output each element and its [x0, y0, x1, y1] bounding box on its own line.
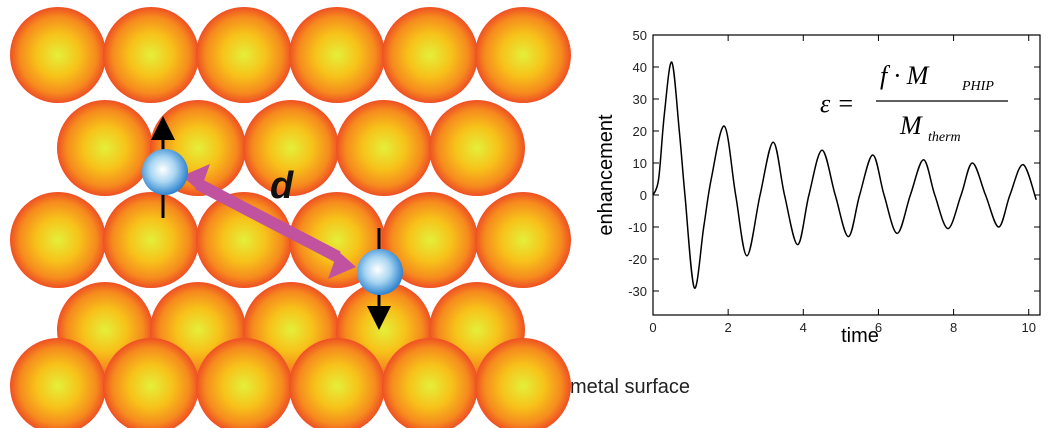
- x-tick-label: 2: [725, 320, 732, 335]
- equation-denominator: M: [899, 111, 923, 140]
- metal-atom: [103, 7, 199, 103]
- equation-lhs: ε =: [820, 89, 854, 118]
- equation-subscript: therm: [928, 130, 961, 145]
- metal-atom: [429, 100, 525, 196]
- metal-atom: [10, 192, 106, 288]
- metal-atom: [382, 7, 478, 103]
- metal-atom: [103, 338, 199, 428]
- metal-atom: [10, 338, 106, 428]
- hydrogen-atom: [142, 149, 188, 195]
- y-tick-label: 40: [633, 60, 647, 75]
- metal-atom: [10, 7, 106, 103]
- distance-head: [328, 251, 356, 279]
- y-axis-label: enhancement: [595, 114, 617, 236]
- metal-atom: [475, 7, 571, 103]
- metal-atom: [475, 192, 571, 288]
- distance-head: [182, 164, 210, 192]
- metal-atom: [103, 192, 199, 288]
- chart: time enhancement ε = f · M PHIP M therm …: [595, 28, 1041, 347]
- y-tick-label: 50: [633, 28, 647, 43]
- surface-label: metal surface: [570, 376, 690, 398]
- metal-atom: [336, 100, 432, 196]
- x-tick-label: 8: [950, 320, 957, 335]
- equation-subscript: PHIP: [961, 79, 994, 94]
- metal-atom: [289, 7, 385, 103]
- metal-atom: [196, 338, 292, 428]
- metal-atom: [57, 100, 153, 196]
- plot-frame: [652, 34, 1041, 316]
- x-tick-label: 10: [1021, 320, 1035, 335]
- hydrogen-atom: [357, 249, 403, 295]
- data-line: [652, 61, 1037, 289]
- metal-atom: [196, 7, 292, 103]
- metal-atom: [382, 192, 478, 288]
- metal-atom: [243, 100, 339, 196]
- y-tick-label: 0: [640, 188, 647, 203]
- x-tick-label: 6: [875, 320, 882, 335]
- metal-atom: [475, 338, 571, 428]
- metal-atom: [382, 338, 478, 428]
- metal-atom: [289, 338, 385, 428]
- adsorbates: d metal surface: [142, 116, 690, 398]
- equation-numerator: f · M: [880, 61, 930, 90]
- x-tick-label: 0: [649, 320, 656, 335]
- distance-shaft: [195, 178, 341, 263]
- x-tick-label: 4: [800, 320, 807, 335]
- y-tick-label: -20: [628, 252, 647, 267]
- equation: ε = f · M PHIP M therm: [820, 61, 1008, 145]
- y-tick-label: 30: [633, 92, 647, 107]
- y-tick-label: 10: [633, 156, 647, 171]
- metal-lattice: [10, 7, 571, 428]
- distance-label: d: [270, 165, 294, 207]
- y-tick-label: -30: [628, 284, 647, 299]
- y-tick-label: -10: [628, 220, 647, 235]
- y-tick-label: 20: [633, 124, 647, 139]
- x-axis-label: time: [841, 325, 879, 347]
